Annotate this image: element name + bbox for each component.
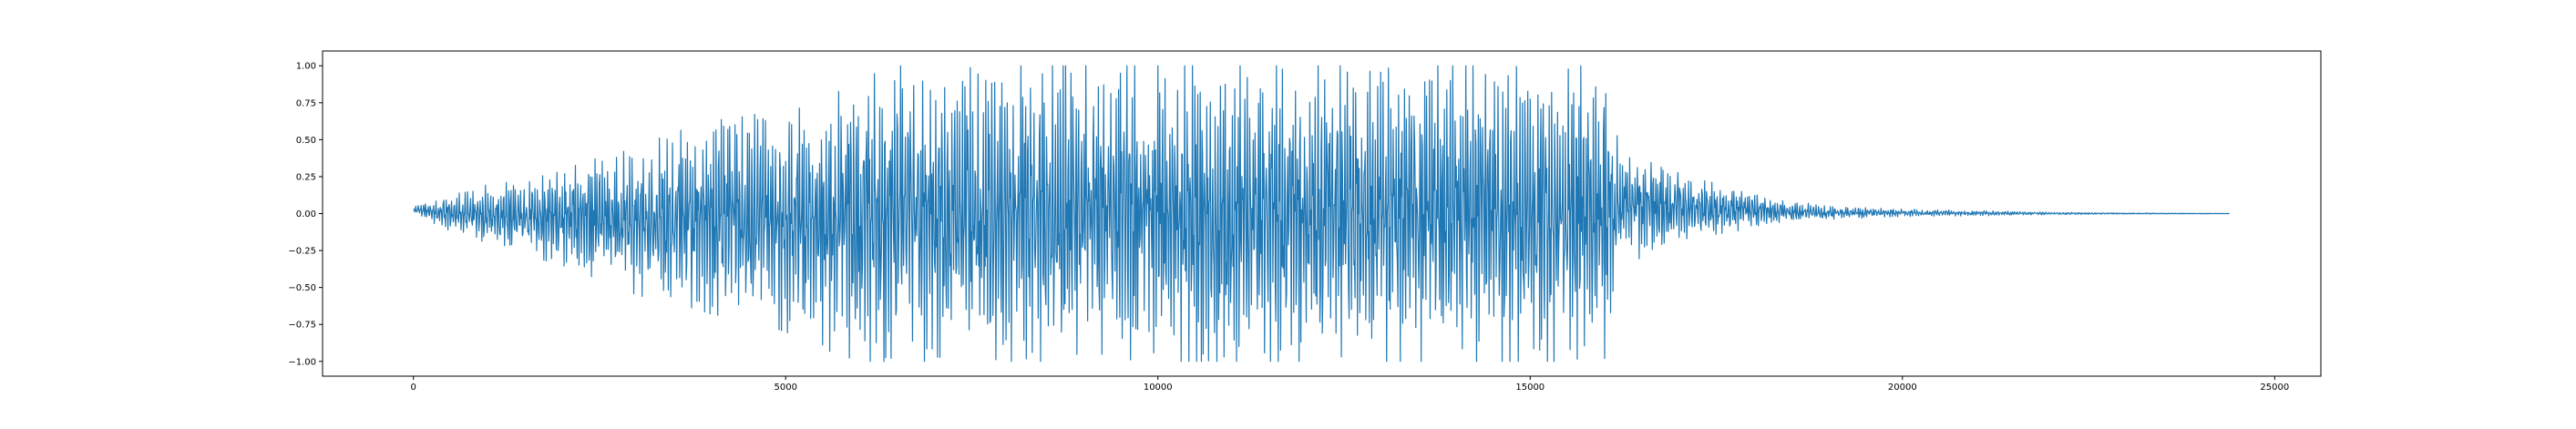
x-tick-label: 15000 [1515, 383, 1545, 393]
plot-area [413, 65, 2230, 363]
x-tick-label: 5000 [774, 383, 796, 393]
waveform-series-line [413, 65, 2230, 363]
x-tick-label: 25000 [2260, 383, 2289, 393]
y-tick-label: −0.50 [288, 283, 316, 293]
y-tick-label: −1.00 [288, 357, 316, 367]
y-axis: −1.00 −0.75 −0.50 −0.25 0.00 0.25 0.50 0.75 1.00 [288, 62, 323, 367]
y-tick-label: 0.75 [296, 98, 316, 108]
y-tick-label: 0.00 [296, 209, 316, 220]
y-tick-label: −0.25 [288, 247, 316, 257]
x-tick-label: 20000 [1888, 383, 1917, 393]
x-tick-label: 0 [410, 383, 416, 393]
x-tick-label: 10000 [1144, 383, 1173, 393]
axes-frame [322, 50, 2322, 377]
y-tick-label: 0.50 [296, 136, 316, 146]
x-axis: 0 5000 10000 15000 20000 25000 [410, 376, 2289, 393]
y-tick-label: −0.75 [288, 321, 316, 331]
y-tick-label: 0.25 [296, 172, 316, 182]
y-tick-label: 1.00 [296, 62, 316, 72]
